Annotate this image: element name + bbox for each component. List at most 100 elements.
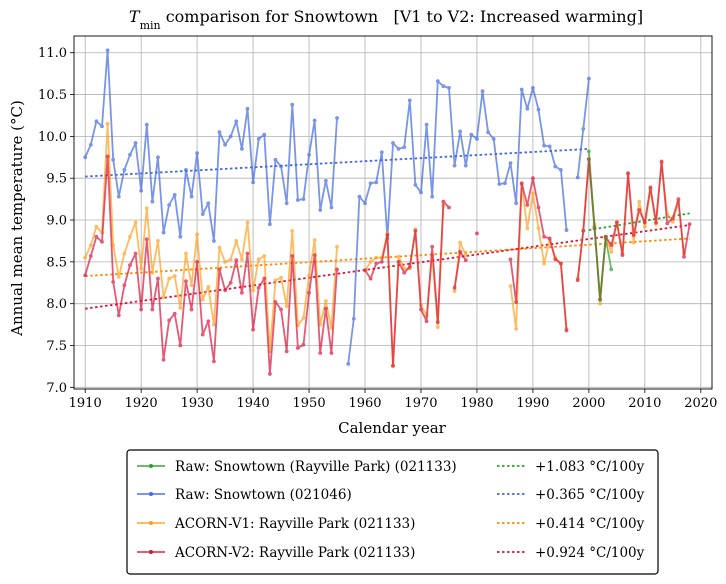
data-point [279,164,283,169]
data-point [631,233,636,237]
data-point [581,126,586,131]
legend-box [126,449,659,575]
data-point [363,201,367,206]
data-point [150,307,155,312]
data-point [184,167,188,172]
data-point [172,274,177,278]
data-point [94,234,99,239]
data-point [368,276,373,281]
data-point [133,251,138,256]
data-point [329,205,334,210]
data-point [525,226,530,231]
data-point [586,76,591,81]
data-point [212,239,216,243]
data-point [508,161,513,166]
x-tick-label: 2000 [572,396,605,411]
y-tick-label: 11.0 [38,46,67,61]
data-point [396,254,401,259]
data-point [547,236,552,241]
data-point [128,263,132,268]
data-point [156,276,160,281]
data-point [206,201,211,206]
data-point [139,188,144,193]
data-point [553,257,558,262]
data-point [441,84,446,89]
data-point [419,307,423,312]
x-tick-label: 1980 [460,396,493,411]
data-point [379,150,384,155]
data-point [435,79,440,84]
legend-label: +0.924 °C/100y [535,545,645,561]
data-point [116,194,121,199]
data-point [637,199,642,204]
data-point [357,194,362,199]
data-point [620,253,625,258]
legend-entry: Raw: Snowtown (021046) [137,487,352,503]
data-point [374,255,379,260]
title-symbol: T [129,7,141,26]
data-point [262,254,267,258]
data-point [318,351,323,355]
data-point [223,142,228,147]
data-point [396,259,401,264]
data-point [363,268,367,273]
data-point [654,220,658,225]
data-point [463,258,468,263]
series-line-segment [84,122,338,353]
data-point [670,216,675,221]
legend-entry: +0.414 °C/100y [497,516,645,532]
data-point [251,180,255,185]
data-point [631,240,636,245]
data-point [531,191,535,196]
data-point [83,155,88,160]
data-point [116,275,121,279]
data-point [133,141,138,145]
data-point [323,299,328,304]
data-point [128,152,132,157]
data-point [536,226,541,231]
data-point [335,267,339,272]
data-point [83,255,88,260]
data-point [228,134,233,139]
legend-marker-swatch [149,550,153,554]
data-point [419,190,423,195]
data-point [424,122,429,127]
data-point [172,311,177,316]
data-point [94,119,99,124]
data-point [234,258,239,263]
data-point [189,194,194,199]
data-point [100,124,104,129]
grid [74,36,712,389]
data-point [452,163,457,168]
legend-entry: Raw: Snowtown (Rayville Park) (021133) [137,459,457,475]
legend-entry: +1.083 °C/100y [497,459,645,475]
data-point [245,220,250,225]
data-point [228,257,233,262]
data-point [105,154,110,159]
data-point [122,283,127,288]
trendline-2 [85,237,690,277]
data-point [642,224,647,229]
data-point [189,283,194,288]
data-point [447,85,451,90]
data-point [184,279,188,283]
data-point [402,145,407,150]
data-point [239,257,244,262]
data-point [586,149,591,154]
data-point [614,220,619,225]
data-point [217,130,222,135]
data-point [301,197,306,202]
data-point [598,297,602,302]
data-point [295,346,300,350]
data-point [178,305,183,310]
data-point [514,326,519,331]
data-point [475,231,479,236]
data-point [508,284,513,289]
trendline-3 [85,224,690,310]
series-line-segment [84,155,338,375]
data-point [307,273,311,278]
data-point [642,220,647,225]
data-point [536,205,541,210]
data-point [195,151,200,156]
data-point [648,185,653,190]
